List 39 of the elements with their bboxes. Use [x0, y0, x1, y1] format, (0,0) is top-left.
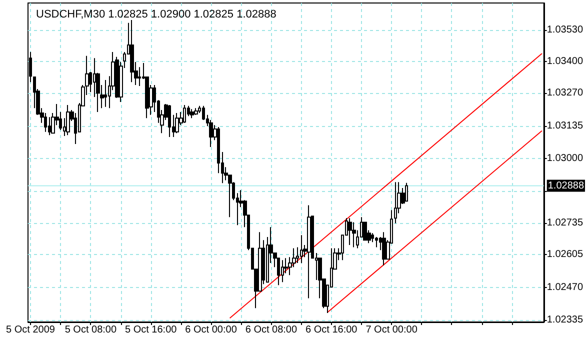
candlestick: [348, 218, 352, 246]
candlestick: [405, 182, 408, 202]
x-tick-label: 5 Oct 2009: [6, 324, 56, 336]
y-tick-label: 1.03000: [546, 153, 584, 164]
text: USDCHF,M30 1.02825 1.02900 1.02825 1.02888: [36, 8, 276, 20]
candlestick: [307, 204, 311, 299]
candlestick: [44, 112, 47, 132]
y-tick-label: 1.02470: [546, 282, 584, 293]
y-tick-label: 1.02335: [546, 314, 584, 326]
candlestick: [300, 234, 303, 264]
candlestick: [371, 232, 374, 243]
candlestick: [130, 19, 134, 83]
x-tick-label: 5 Oct 16:00: [125, 324, 178, 336]
y-tick-label: 1.02735: [546, 217, 584, 228]
candlestick: [375, 236, 378, 248]
candlestick: [281, 260, 284, 283]
ref-line-label: 1.02888: [548, 180, 584, 192]
y-tick-label: 1.03400: [546, 56, 584, 68]
y-tick-label: 1.03270: [546, 88, 584, 99]
candlestick: [394, 182, 397, 224]
x-tick-label: 6 Oct 08:00: [245, 324, 298, 336]
candlestick: [48, 116, 51, 136]
candlestick: [382, 232, 386, 266]
x-tick-label: 6 Oct 16:00: [306, 324, 358, 336]
candlestick: [115, 56, 119, 98]
candlestick: [183, 104, 186, 124]
candlestick: [66, 104, 70, 136]
x-tick-label: 6 Oct 00:00: [185, 324, 238, 336]
y-tick-label: 1.02605: [546, 249, 584, 260]
x-tick-label: 5 Oct 08:00: [64, 324, 117, 336]
candlestick: [168, 104, 171, 138]
candlestick: [194, 108, 198, 116]
candlestick: [175, 112, 179, 134]
x-tick-label: 7 Oct 00:00: [366, 324, 418, 336]
candlestick: [190, 108, 194, 119]
candlestick: [104, 79, 107, 108]
y-tick-label: 1.03135: [546, 120, 584, 132]
candlestick: [352, 222, 356, 248]
y-tick-label: 1.03530: [546, 24, 584, 36]
